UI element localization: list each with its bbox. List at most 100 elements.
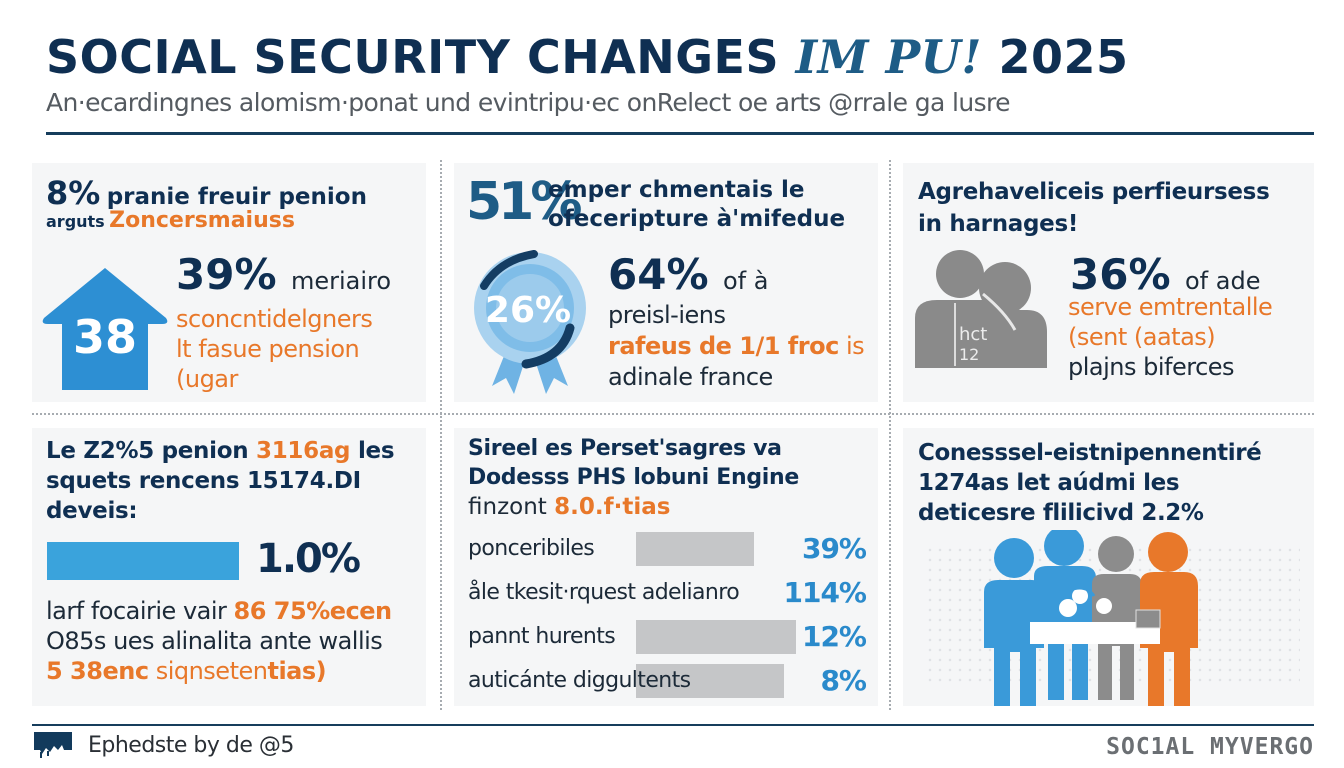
people-icon-text: 12: [959, 345, 979, 364]
title-accent: IM PU!: [795, 30, 982, 84]
card1-sub-orange: Zoncersmaiuss: [109, 208, 295, 233]
people-pair-icon: hct 12: [915, 250, 1047, 368]
title-year: 2025: [998, 30, 1129, 84]
card2-heading: emper chmentais le ofeceripture à'mifedu…: [548, 176, 845, 234]
card1-line: (ugar: [176, 365, 238, 393]
card2-stat-tail: of à: [722, 267, 769, 295]
card4-line-orange: tias): [267, 657, 327, 685]
card-breakdown: [454, 428, 878, 706]
header-divider: [46, 132, 1314, 135]
card3-line: plajns biferces: [1068, 353, 1235, 381]
card1-line: sconcntidelgners: [176, 305, 373, 333]
breakdown-label: ponceribiles: [468, 536, 595, 561]
rate-progress-bar: [47, 542, 239, 580]
house-arrow-icon: [42, 268, 168, 390]
card2-line-orange: rafeus de 1/1 froc: [608, 332, 839, 360]
card5-heading: Sireel es Perset'sagres va Dodesss PHS l…: [468, 434, 799, 492]
footer-credit: Ephedste by de @5: [88, 733, 294, 758]
card6-head-line: 1274as let aúdmi les: [918, 470, 1180, 496]
card2-line-tail: is: [845, 332, 865, 360]
building-logo-icon: [34, 732, 72, 758]
card5-head-line: Dodesss PHS lobuni Engine: [468, 465, 800, 490]
breakdown-label: åle tkesit·rquest adelianro: [468, 580, 740, 605]
award-rosette-icon: 26%: [474, 250, 586, 394]
card1-subheading: arguts Zoncersmaiuss: [46, 208, 295, 233]
card1-description: sconcntidelgners lt fasue pension (ugar: [176, 304, 373, 394]
card1-line: lt fasue pension: [176, 335, 360, 363]
card2-line: adinale france: [608, 363, 773, 391]
title-main: SOCIAL SECURITY CHANGES: [46, 30, 780, 84]
breakdown-value: 39%: [801, 532, 867, 565]
breakdown-value: 12%: [801, 620, 867, 653]
card4-head-line: deveis:: [46, 498, 138, 524]
card4-line-orange: siqnseten: [155, 657, 268, 685]
card5-sub-text: finzont: [468, 494, 547, 520]
card4-heading: Le Z2%5 penion 3116ag les squets rencens…: [46, 436, 395, 526]
card3-heading: Agrehaveliceis perfieursess in harnages!: [918, 176, 1270, 240]
card6-head-line: deticesre flilicivd 2.2%: [918, 500, 1204, 526]
card6-heading: Conesssel-eistnipennentiré 1274as let aú…: [918, 438, 1262, 528]
card4-line-orange: 86 75%ecen: [233, 597, 393, 625]
card3-stat-value: 36%: [1070, 250, 1171, 299]
card4-head-line: squets rencens 15174.DI: [46, 468, 361, 494]
card3-description: serve emtrentalle (sent (aatas) plajns b…: [1068, 292, 1273, 382]
card4-line: O85s ues alinalita ante wallis: [46, 627, 383, 655]
card2-stat: 64% of à: [608, 250, 768, 299]
breakdown-value: 8%: [820, 664, 867, 697]
family-group-icon: [984, 530, 1198, 706]
page-title: SOCIAL SECURITY CHANGES IM PU! 2025: [46, 30, 1129, 84]
breakdown-value: 114%: [783, 576, 867, 609]
breakdown-row: auticánte diggultents 8%: [468, 664, 868, 706]
card4-line-text: larf focairie vair: [46, 597, 227, 625]
card4-head-orange: 3116ag: [256, 438, 351, 464]
card3-line: serve emtrentalle: [1068, 293, 1273, 321]
card5-head-line: Sireel es Perset'sagres va: [468, 436, 782, 461]
footer-brand: SOC1AL MYVERGO: [1106, 734, 1314, 760]
card4-head-text: Le Z2%5 penion: [46, 438, 249, 464]
card4-head-text: les: [357, 438, 395, 464]
card3-line: (sent (aatas): [1068, 323, 1216, 351]
card4-head-line: Le Z2%5 penion 3116ag les: [46, 436, 395, 466]
breakdown-row: ponceribiles 39%: [468, 532, 868, 574]
card2-stat-value: 64%: [608, 250, 709, 299]
breakdown-bar: [636, 664, 784, 698]
card4-line-orange: 5 38enc: [46, 657, 149, 685]
breakdown-label: auticánte diggultents: [468, 668, 691, 693]
card4-description: larf focairie vair 86 75%ecen O85s ues a…: [46, 596, 392, 686]
card2-head-big: 51%: [466, 172, 582, 232]
card4-line: larf focairie vair 86 75%ecen: [46, 596, 392, 626]
card5-sub-orange: 8.0.f·tias: [554, 494, 671, 520]
breakdown-row: åle tkesit·rquest adelianro 114%: [468, 576, 868, 618]
card3-head-line: Agrehaveliceis perfieursess: [918, 179, 1270, 205]
card1-stat-tail: meriairo: [290, 267, 392, 295]
card5-subheading: finzont 8.0.f·tias: [468, 494, 670, 520]
card1-head-big: 8%: [46, 174, 101, 212]
card2-description: preisl-iens rafeus de 1/1 froc is adinal…: [608, 300, 865, 393]
people-icon-text: hct: [959, 324, 987, 345]
card4-line: 5 38enc siqnsetentias): [46, 656, 392, 686]
card2-head-line: ofeceripture à'mifedue: [548, 206, 846, 232]
card6-head-line: Conesssel-eistnipennentiré: [918, 440, 1262, 466]
card1-sub-small: arguts: [46, 212, 105, 231]
page-subtitle: An·ecardingnes alomism·ponat und evintri…: [46, 88, 1011, 117]
footer-divider: [32, 724, 1314, 726]
card1-heading: 8% pranie freuir penion: [46, 174, 367, 212]
card3-head-line: in harnages!: [918, 211, 1079, 237]
card1-head-text: pranie freuir penion: [106, 184, 367, 210]
column-divider: [889, 160, 891, 710]
card2-line: preisl-iens: [608, 301, 726, 329]
breakdown-bar: [636, 532, 754, 566]
card2-head-line: emper chmentais le: [548, 177, 805, 203]
card1-stat-value: 39%: [176, 250, 277, 299]
card3-stat-tail: of ade: [1184, 267, 1261, 295]
card1-stat: 39% meriairo: [176, 250, 391, 299]
breakdown-label: pannt hurents: [468, 624, 616, 649]
rate-progress-fill: [47, 542, 239, 580]
column-divider: [440, 160, 442, 710]
rate-progress-value: 1.0%: [256, 536, 361, 582]
breakdown-bar: [636, 620, 796, 654]
card2-line: rafeus de 1/1 froc is: [608, 331, 865, 362]
breakdown-row: pannt hurents 12%: [468, 620, 868, 662]
card3-stat: 36% of ade: [1070, 250, 1260, 299]
rosette-icon-number: 26%: [485, 290, 571, 331]
